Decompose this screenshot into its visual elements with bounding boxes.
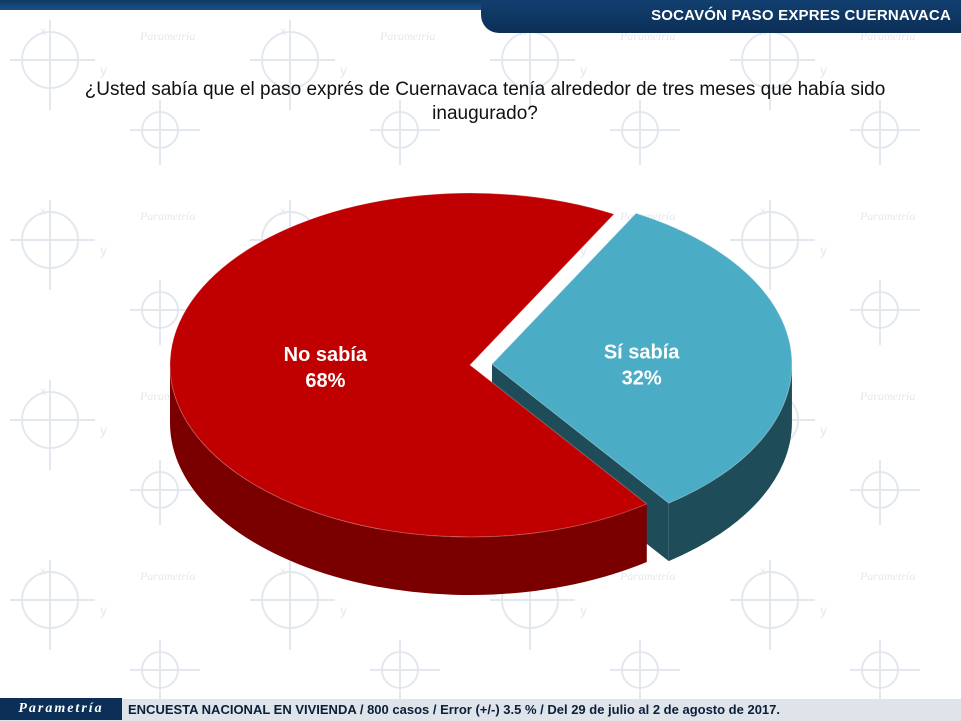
footer-note: ENCUESTA NACIONAL EN VIVIENDA / 800 caso… (128, 702, 780, 717)
header-title: SOCAVÓN PASO EXPRES CUERNAVACA (651, 7, 951, 24)
pie-value-no-sab-a: 68% (305, 370, 345, 392)
footer-bar (0, 699, 961, 721)
pie-label-s-sab-a: Sí sabía (604, 342, 680, 364)
pie-label-no-sab-a: No sabía (284, 344, 368, 366)
pie-slice-s-sab-a (491, 212, 793, 504)
chart-title: ¿Usted sabía que el paso exprés de Cuern… (84, 79, 886, 124)
pie-value-s-sab-a: 32% (622, 368, 662, 390)
header-banner: SOCAVÓN PASO EXPRES CUERNAVACA (481, 0, 961, 33)
footer-logo: Parametría (0, 698, 122, 720)
pie-slice-no-sab-a (169, 192, 648, 538)
top-bar (0, 0, 961, 10)
pie-slice-side-no-sab-a (169, 365, 647, 595)
pie-slice-side-s-sab-a (668, 364, 792, 562)
